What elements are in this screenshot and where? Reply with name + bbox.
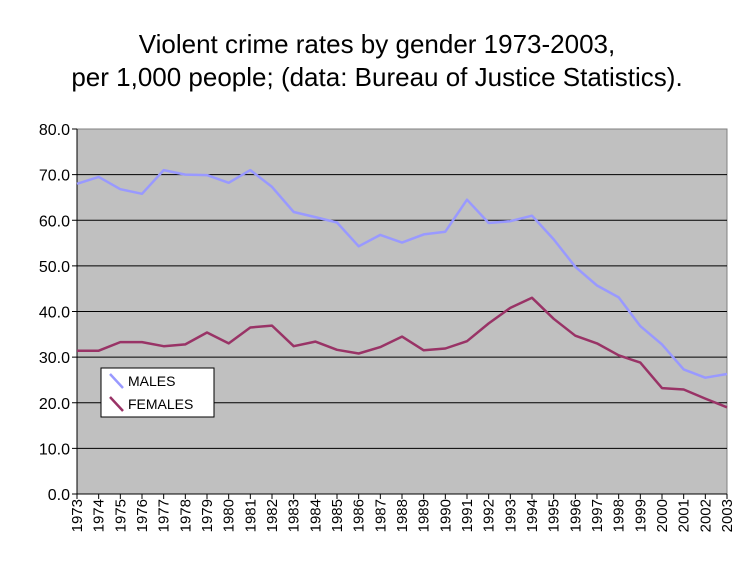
x-tick-label: 1995	[546, 499, 563, 532]
y-tick-label: 60.0	[39, 213, 70, 230]
legend-swatch-females	[109, 396, 124, 412]
x-tick-label: 1990	[437, 499, 454, 532]
y-tick-label: 0.0	[48, 487, 70, 504]
x-tick-label: 1978	[177, 499, 194, 532]
chart-title-line-1: Violent crime rates by gender 1973-2003,	[138, 29, 616, 59]
legend-label-males: MALES	[128, 373, 175, 389]
chart-title-line-2: per 1,000 people; (data: Bureau of Justi…	[71, 62, 683, 92]
x-tick-label: 1988	[394, 499, 411, 532]
legend-swatch-males	[109, 373, 124, 389]
x-tick-label: 1981	[242, 499, 259, 532]
y-tick-label: 50.0	[39, 259, 70, 276]
x-tick-label: 1977	[156, 499, 173, 532]
x-tick-label: 1997	[589, 499, 606, 532]
x-tick-label: 1999	[632, 499, 649, 532]
x-tick-label: 1973	[69, 499, 86, 532]
x-tick-label: 1993	[502, 499, 519, 532]
x-tick-label: 1985	[329, 499, 346, 532]
x-tick-label: 1989	[416, 499, 433, 532]
x-tick-label: 1982	[264, 499, 281, 532]
chart-title: Violent crime rates by gender 1973-2003,…	[0, 28, 754, 94]
x-tick-label: 1980	[221, 499, 238, 532]
x-tick-label: 1976	[134, 499, 151, 532]
x-tick-label: 1984	[307, 499, 324, 532]
x-tick-label: 1994	[524, 499, 541, 532]
x-tick-label: 1998	[611, 499, 628, 532]
y-tick-label: 20.0	[39, 396, 70, 413]
y-tick-label: 30.0	[39, 350, 70, 367]
x-tick-label: 2002	[697, 499, 714, 532]
y-tick-label: 10.0	[39, 441, 70, 458]
x-tick-label: 1996	[567, 499, 584, 532]
x-tick-label: 2003	[719, 499, 736, 532]
x-tick-label: 1983	[286, 499, 303, 532]
x-tick-label: 2000	[654, 499, 671, 532]
legend-label-females: FEMALES	[128, 396, 193, 412]
y-tick-label: 70.0	[39, 168, 70, 185]
series-line-females	[77, 296, 728, 409]
x-tick-label: 1986	[351, 499, 368, 532]
y-tick-label: 80.0	[39, 122, 70, 139]
x-tick-label: 1974	[91, 499, 108, 532]
y-tick-label: 40.0	[39, 305, 70, 322]
x-tick-label: 1979	[199, 499, 216, 532]
series-line-males	[76, 168, 728, 379]
x-tick-label: 1992	[481, 499, 498, 532]
x-tick-label: 1991	[459, 499, 476, 532]
x-tick-label: 1975	[112, 499, 129, 532]
x-tick-label: 2001	[676, 499, 693, 532]
legend-box	[100, 367, 215, 418]
x-tick-label: 1987	[372, 499, 389, 532]
